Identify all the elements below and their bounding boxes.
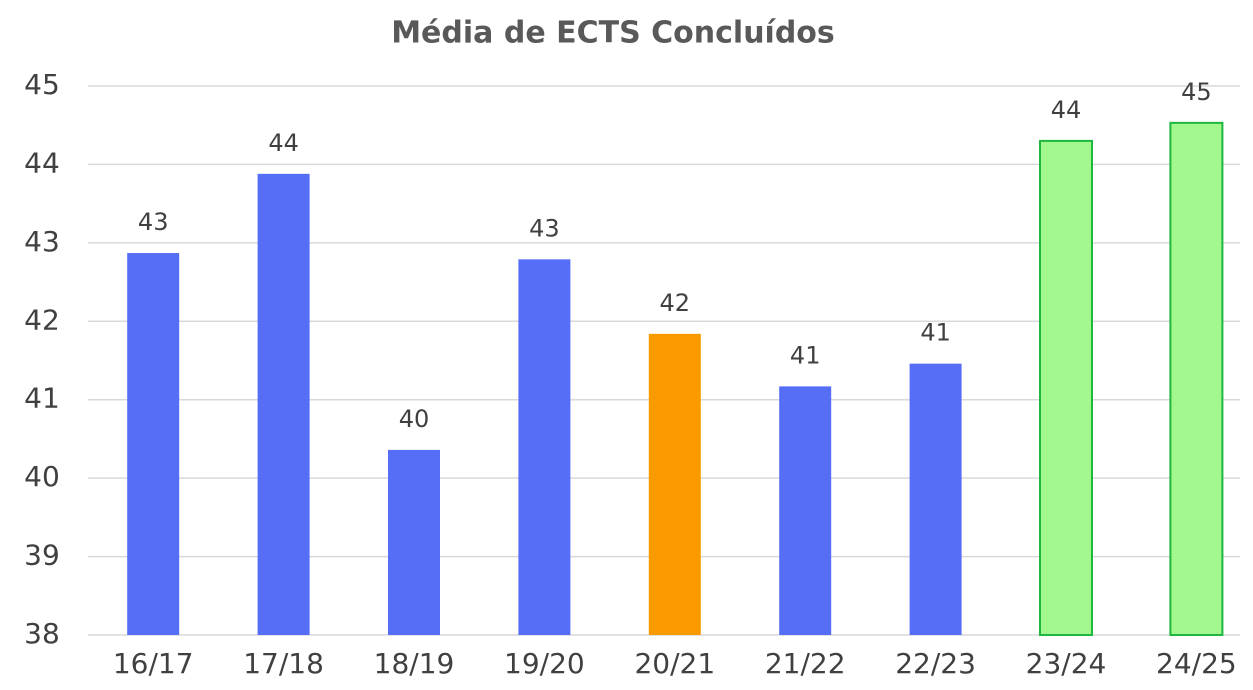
bar bbox=[1039, 139, 1093, 636]
value-label: 43 bbox=[529, 214, 560, 242]
value-label: 44 bbox=[268, 129, 299, 157]
value-label: 44 bbox=[1051, 96, 1082, 124]
value-label: 41 bbox=[920, 319, 951, 347]
y-tick-label: 41 bbox=[24, 382, 60, 415]
x-tick-label: 20/21 bbox=[634, 647, 715, 680]
x-tick-label: 24/25 bbox=[1156, 647, 1237, 680]
value-label: 42 bbox=[660, 289, 691, 317]
y-tick-label: 44 bbox=[24, 146, 60, 179]
x-tick-label: 22/23 bbox=[895, 647, 976, 680]
value-label: 40 bbox=[399, 405, 430, 433]
bar bbox=[648, 333, 701, 635]
bar bbox=[257, 173, 310, 635]
value-label: 45 bbox=[1181, 78, 1212, 106]
bar bbox=[779, 386, 832, 635]
y-tick-label: 40 bbox=[24, 460, 60, 493]
x-tick-label: 23/24 bbox=[1026, 647, 1107, 680]
x-tick-label: 19/20 bbox=[504, 647, 585, 680]
bar bbox=[1169, 121, 1224, 636]
value-label: 41 bbox=[790, 341, 821, 369]
bar bbox=[388, 449, 440, 635]
y-tick-label: 45 bbox=[24, 68, 60, 101]
bar bbox=[518, 259, 571, 635]
bar bbox=[909, 363, 962, 635]
y-tick-label: 38 bbox=[24, 617, 60, 650]
y-tick-label: 39 bbox=[24, 539, 60, 572]
x-tick-label: 21/22 bbox=[765, 647, 846, 680]
y-tick-label: 42 bbox=[24, 303, 60, 336]
y-tick-label: 43 bbox=[24, 225, 60, 258]
chart-title: Média de ECTS Concluídos bbox=[391, 16, 835, 51]
x-tick-label: 18/19 bbox=[374, 647, 455, 680]
value-label: 43 bbox=[138, 208, 169, 236]
bar bbox=[127, 253, 180, 635]
x-tick-label: 17/18 bbox=[243, 647, 324, 680]
x-tick-label: 16/17 bbox=[113, 647, 194, 680]
